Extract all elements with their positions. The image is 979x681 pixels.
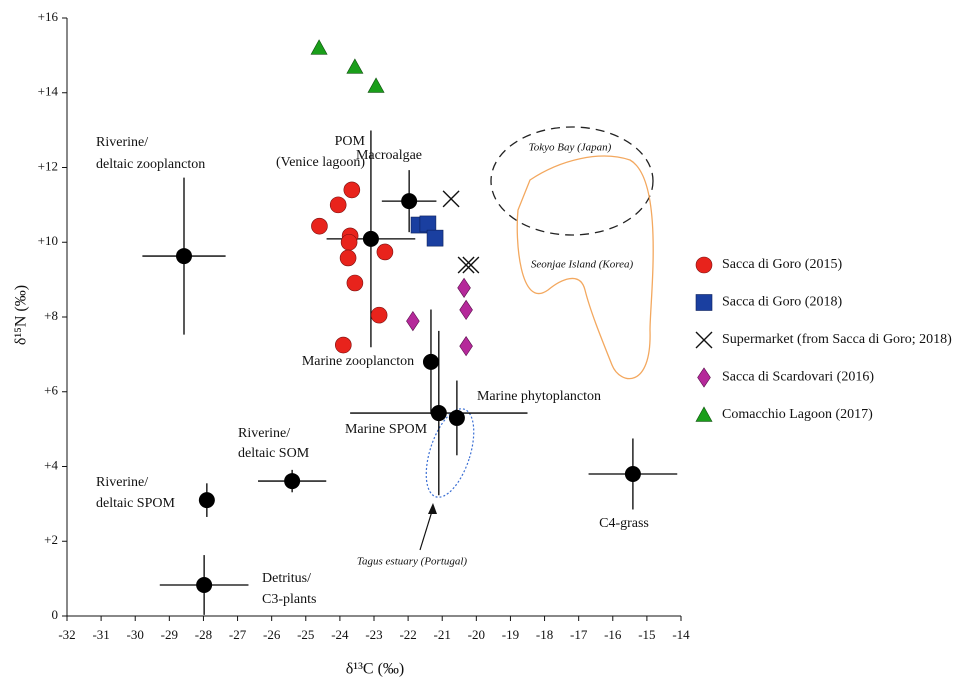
x-tick-label: -28 <box>195 627 212 642</box>
point <box>457 277 471 298</box>
legend-marker <box>695 331 713 349</box>
reference-point <box>198 492 215 509</box>
x-tick-label: -24 <box>331 627 349 642</box>
reference-point <box>422 353 439 370</box>
y-tick-label: +12 <box>38 158 58 173</box>
y-tick-label: +16 <box>38 9 59 24</box>
legend-label: Comacchio Lagoon (2017) <box>722 407 873 422</box>
x-tick-label: -25 <box>297 627 314 642</box>
x-tick-label: -30 <box>127 627 144 642</box>
annotation-arrow <box>419 507 434 551</box>
point <box>346 274 364 292</box>
legend-marker <box>695 406 713 422</box>
reference-label: Detritus/ <box>262 571 311 586</box>
point <box>367 77 385 93</box>
annotation: Tokyo Bay (Japan) <box>529 142 612 154</box>
point <box>346 58 364 74</box>
reference-label: deltaic SOM <box>238 446 310 461</box>
point <box>426 229 444 247</box>
x-tick-label: -14 <box>672 627 690 642</box>
reference-label: C4-grass <box>599 516 649 531</box>
reference-point <box>448 409 465 426</box>
reference-label: Riverine/ <box>96 135 148 150</box>
point <box>459 299 473 321</box>
legend-marker <box>695 256 713 274</box>
reference-label: Riverine/ <box>238 426 290 441</box>
x-tick-label: -27 <box>229 627 247 642</box>
x-tick-label: -31 <box>92 627 109 642</box>
point <box>419 215 437 233</box>
legend-label: Supermarket (from Sacca di Goro; 2018) <box>722 332 952 347</box>
point <box>340 233 358 251</box>
y-tick-label: +4 <box>44 457 58 472</box>
reference-label: (Venice lagoon) <box>276 155 365 170</box>
reference-label: Marine phytoplancton <box>477 389 601 404</box>
point <box>334 336 352 354</box>
point <box>459 336 473 357</box>
x-tick-label: -16 <box>604 627 622 642</box>
x-tick-label: -18 <box>536 627 553 642</box>
reference-label: Marine zooplancton <box>302 354 414 369</box>
point <box>343 181 361 199</box>
reference-point <box>284 473 301 490</box>
reference-point <box>430 405 447 422</box>
point <box>406 310 420 332</box>
point <box>462 256 480 274</box>
point <box>339 249 357 267</box>
x-tick-label: -20 <box>468 627 485 642</box>
x-tick-label: -19 <box>502 627 519 642</box>
legend-label: Sacca di Goro (2018) <box>722 295 842 310</box>
y-tick-label: +2 <box>44 532 58 547</box>
legend-marker <box>695 294 713 311</box>
point <box>376 243 394 261</box>
x-tick-label: -17 <box>570 627 588 642</box>
y-axis-label: δ¹⁵N (‰) <box>13 285 30 345</box>
x-axis-label: δ¹³C (‰) <box>346 661 404 678</box>
tagus-estuary-outline <box>425 408 475 498</box>
reference-label: deltaic SPOM <box>96 496 175 511</box>
reference-label: Marine SPOM <box>345 422 428 437</box>
reference-label: Macroalgae <box>356 148 422 163</box>
legend-marker <box>697 367 711 388</box>
y-tick-label: +8 <box>44 308 58 323</box>
x-tick-label: -32 <box>58 627 75 642</box>
reference-point <box>624 465 641 482</box>
point <box>370 306 388 324</box>
reference-label: deltaic zooplancton <box>96 157 205 172</box>
y-tick-label: 0 <box>52 607 59 622</box>
point <box>311 217 328 235</box>
seonjae-island-outline <box>516 155 654 380</box>
x-tick-label: -15 <box>638 627 655 642</box>
reference-point <box>362 230 379 247</box>
y-tick-label: +14 <box>38 84 59 99</box>
annotation-arrowhead <box>428 503 437 514</box>
reference-point <box>196 576 213 593</box>
annotation: Seonjae Island (Korea) <box>531 259 634 271</box>
legend-label: Sacca di Goro (2015) <box>722 257 842 272</box>
x-tick-label: -26 <box>263 627 281 642</box>
y-tick-label: +10 <box>38 233 58 248</box>
point <box>457 256 475 274</box>
reference-point <box>401 193 418 210</box>
annotation: Tagus estuary (Portugal) <box>357 556 468 568</box>
x-tick-label: -22 <box>399 627 416 642</box>
x-tick-label: -21 <box>434 627 451 642</box>
reference-label: Riverine/ <box>96 475 148 490</box>
reference-label: C3-plants <box>262 592 316 607</box>
reference-label: POM <box>335 134 366 149</box>
reference-point <box>176 248 193 265</box>
point <box>310 39 328 55</box>
tokyo-bay-outline <box>490 126 654 236</box>
point <box>329 196 347 214</box>
x-tick-label: -29 <box>161 627 178 642</box>
point <box>442 190 460 208</box>
y-tick-label: +6 <box>44 383 58 398</box>
legend-label: Sacca di Scardovari (2016) <box>722 370 874 385</box>
x-tick-label: -23 <box>365 627 382 642</box>
